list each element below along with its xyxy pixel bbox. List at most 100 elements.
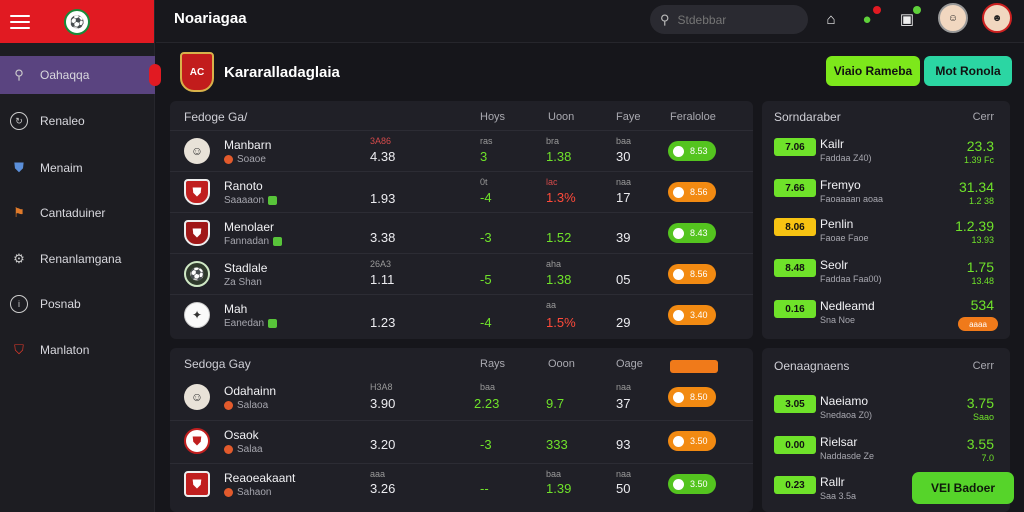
secondary-button[interactable]: Mot Ronola bbox=[924, 56, 1012, 86]
toggle-pill[interactable]: 8.53 bbox=[668, 141, 716, 161]
toggle-knob bbox=[673, 145, 684, 157]
app-title: Noariagaa bbox=[174, 10, 247, 27]
row-subtitle-text: Saaaaon bbox=[224, 195, 265, 206]
rating-chip: 8.06 bbox=[774, 218, 816, 236]
active-indicator bbox=[149, 64, 161, 86]
list-item[interactable]: 7.06 Kailr Faddaa Z40) 23.3 1.39 Fc bbox=[762, 131, 1010, 172]
table-row[interactable]: ⛊ Osaok Salaa 3.20 -3 333 93 3.50 bbox=[170, 420, 753, 461]
column-header: Cerr bbox=[972, 360, 994, 372]
message-icon[interactable]: ▣ bbox=[896, 6, 921, 30]
table-row[interactable]: ⛊ Ranoto Saaaaon 1.93 0t -4 lac 1.3% naa… bbox=[170, 171, 753, 212]
search-box[interactable]: ⚲ bbox=[650, 5, 808, 34]
item-subvalue: 1.2 38 bbox=[968, 196, 994, 206]
table-row[interactable]: ⛊ Menolaer Fannadan 3.38 -3 1.52 39 8.43 bbox=[170, 212, 753, 253]
rankings-panel: Oenaagnaens Cerr 3.05 Naeiamo Snedaoa Z0… bbox=[762, 348, 1010, 512]
row-name: Stadlale bbox=[224, 261, 268, 275]
cell-value: 3.90 bbox=[370, 396, 396, 411]
cell-value: 9.7 bbox=[546, 396, 565, 411]
search-icon: ⚲ bbox=[14, 67, 24, 82]
settings-icon: ⚙ bbox=[13, 251, 25, 266]
home-icon[interactable]: ⌂ bbox=[826, 10, 836, 28]
cell-sub: naa bbox=[616, 177, 632, 187]
cell-sub: baa bbox=[546, 469, 562, 479]
cell-sub: lac bbox=[546, 177, 558, 187]
search-icon: ⚲ bbox=[660, 11, 670, 27]
toggle-pill[interactable]: 3.50 bbox=[668, 474, 716, 494]
sidebar-item-4[interactable]: ⚑ Cantaduiner bbox=[0, 194, 155, 232]
list-item[interactable]: 8.48 Seolr Faddaa Faa00) 1.75 13.48 bbox=[762, 252, 1010, 293]
row-subtitle: Salaoa bbox=[224, 400, 268, 411]
row-subtitle: Salaa bbox=[224, 444, 263, 455]
sidebar-item-6[interactable]: i Posnab bbox=[0, 285, 155, 323]
table-row[interactable]: ☺ Manbarn Soaoe 3A86 4.38 ras 3 bra 1.38… bbox=[170, 130, 753, 171]
menu-icon[interactable] bbox=[10, 14, 30, 29]
row-subtitle-text: Soaoe bbox=[237, 154, 266, 165]
sidebar-item-7[interactable]: ⛉ Manlaton bbox=[0, 331, 155, 369]
sidebar-item-5[interactable]: ⚙ Renanlamgana bbox=[0, 240, 155, 278]
sidebar-item-1[interactable]: ⚲ Oahaqqa bbox=[0, 56, 161, 94]
toggle-pill[interactable]: 8.56 bbox=[668, 264, 716, 284]
list-item[interactable]: 0.23 Rallr Saa 3.5a bbox=[762, 469, 1010, 510]
search-input[interactable] bbox=[677, 12, 788, 27]
list-item[interactable]: 3.05 Naeiamo Snedaoa Z0) 3.75 Saao bbox=[762, 388, 1010, 429]
sidebar-item-3[interactable]: ⛊ Menaim bbox=[0, 149, 155, 187]
column-header: Cerr bbox=[972, 111, 994, 123]
cell-sub: baa bbox=[480, 382, 496, 392]
row-subtitle: Saaaaon bbox=[224, 195, 278, 206]
row-name: Menolaer bbox=[224, 220, 275, 234]
shield-icon: ⛊ bbox=[14, 160, 24, 175]
table-row[interactable]: ☺ Odahainn Salaoa H3A8 3.90 baa 2.23 9.7… bbox=[170, 377, 753, 418]
cell-value: -5 bbox=[480, 272, 492, 287]
cell-value: 3.26 bbox=[370, 481, 396, 496]
list-item[interactable]: 8.06 Penlin Faoae Faoe 1.2.39 13.93 bbox=[762, 211, 1010, 252]
pill-value: 3.50 bbox=[690, 479, 708, 489]
badge-icon: ⛉ bbox=[14, 342, 24, 357]
item-subtitle: Faoaaaan aoaa bbox=[820, 194, 884, 204]
cell-value: 1.23 bbox=[370, 315, 396, 330]
status-dot bbox=[224, 401, 233, 410]
table-row[interactable]: ⚽ Stadlale Za Shan 26A3 1.11 -5 aha 1.38… bbox=[170, 253, 753, 294]
notification-icon[interactable]: ● bbox=[856, 6, 881, 30]
sidebar-item-2[interactable]: ↻ Renaleo bbox=[0, 102, 155, 140]
pill-value: 3.50 bbox=[690, 436, 708, 446]
team-avatar[interactable]: ☺ bbox=[938, 3, 968, 33]
row-name: Osaok bbox=[224, 428, 259, 442]
item-title: Rallr bbox=[820, 475, 845, 489]
column-header: Oage bbox=[616, 358, 643, 370]
list-item[interactable]: 0.16 Nedleamd Sna Noe 534 aaaa bbox=[762, 293, 1010, 334]
cell-sub: aaa bbox=[370, 469, 386, 479]
toggle-pill[interactable]: 3.50 bbox=[668, 431, 716, 451]
toggle-pill[interactable]: 3.40 bbox=[668, 305, 716, 325]
row-name: Mah bbox=[224, 302, 248, 316]
column-header: Feraloloe bbox=[670, 111, 716, 123]
logo-icon[interactable]: ⚽ bbox=[64, 8, 90, 35]
item-title: Nedleamd bbox=[820, 299, 875, 313]
user-avatar[interactable]: ☻ bbox=[982, 3, 1012, 33]
item-value: 1.75 bbox=[966, 259, 994, 275]
item-value: 23.3 bbox=[966, 138, 994, 154]
cell-value: 29 bbox=[616, 315, 631, 330]
panel-heading: Sedoga Gay bbox=[184, 357, 251, 371]
cell-sub: bra bbox=[546, 136, 560, 146]
cell-sub: ras bbox=[480, 136, 493, 146]
status-dot bbox=[224, 155, 233, 164]
table-row[interactable]: ⛊ Reaoeakaant Sahaon aaa 3.26 -- baa 1.3… bbox=[170, 463, 753, 504]
floating-action-button[interactable]: VEI Badoer bbox=[912, 472, 1014, 504]
toggle-pill[interactable]: 8.56 bbox=[668, 182, 716, 202]
pill-value: 3.40 bbox=[690, 310, 708, 320]
row-subtitle: Za Shan bbox=[224, 277, 262, 288]
row-subtitle: Sahaon bbox=[224, 487, 271, 498]
team-crest-icon: ⛊ bbox=[184, 220, 210, 246]
rating-chip: 0.16 bbox=[774, 300, 816, 318]
list-item[interactable]: 7.66 Fremyo Faoaaaan aoaa 31.34 1.2 38 bbox=[762, 172, 1010, 213]
table-row[interactable]: ✦ Mah Eanedan 1.23 -4 aa 1.5% 29 3.40 bbox=[170, 294, 753, 335]
team-crest-icon: ⛊ bbox=[184, 428, 210, 454]
fixtures-panel-2: Sedoga Gay Rays Ooon Oage ☺ Odahainn Sal… bbox=[170, 348, 753, 512]
list-item[interactable]: 0.00 Rielsar Naddasde Ze 3.55 7.0 bbox=[762, 429, 1010, 470]
toggle-pill[interactable]: 8.50 bbox=[668, 387, 716, 407]
toggle-knob bbox=[673, 186, 684, 198]
item-title: Rielsar bbox=[820, 435, 858, 449]
panel-heading: Sorndaraber bbox=[774, 110, 841, 124]
primary-button[interactable]: Viaio Rameba bbox=[826, 56, 920, 86]
toggle-pill[interactable]: 8.43 bbox=[668, 223, 716, 243]
